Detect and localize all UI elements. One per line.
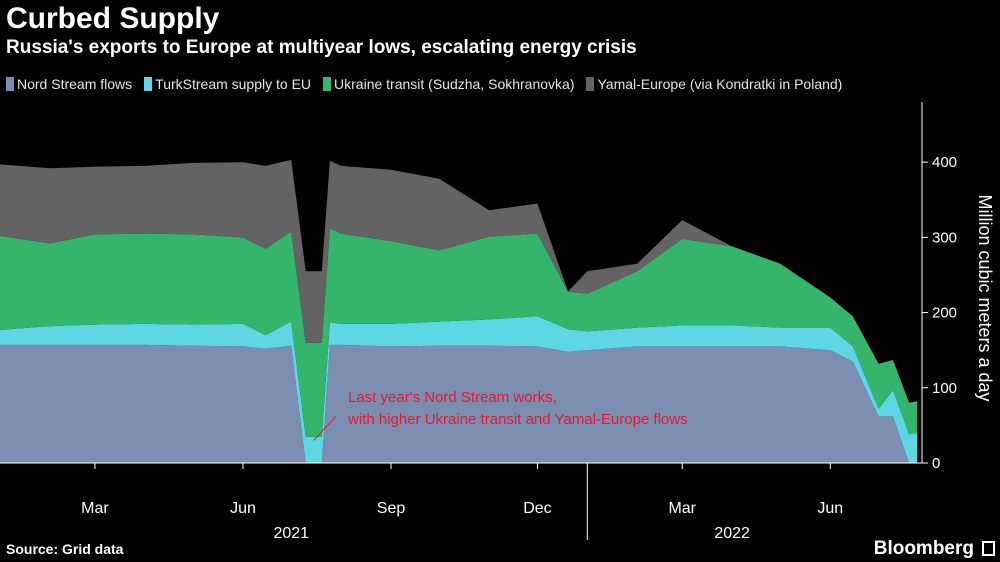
legend-item-yamal: Yamal-Europe (via Kondratki in Poland) — [586, 76, 842, 92]
legend-label-turkstream: TurkStream supply to EU — [155, 76, 312, 92]
y-tick-label-0: 0 — [932, 455, 940, 472]
legend-swatch-turkstream — [144, 77, 153, 91]
bloomberg-mark-icon — [982, 541, 995, 556]
x-tick-label-1: Jun — [230, 500, 256, 517]
legend-label-nord-stream: Nord Stream flows — [17, 76, 133, 92]
y-axis-title: Million cubic meters a day — [975, 194, 995, 401]
annotation-line-2: with higher Ukraine transit and Yamal-Eu… — [347, 411, 688, 428]
x-tick-label-4: Mar — [668, 500, 696, 517]
y-tick-label-200: 200 — [932, 305, 957, 322]
y-tick-label-400: 400 — [932, 154, 957, 171]
chart-subtitle: Russia's exports to Europe at multiyear … — [6, 37, 637, 58]
y-tick-label-100: 100 — [932, 380, 957, 397]
x-tick-label-2: Sep — [377, 500, 406, 517]
area-ukraine — [0, 228, 918, 437]
area-nord-stream — [0, 344, 918, 463]
annotation-line-1: Last year's Nord Stream works, — [348, 389, 557, 406]
y-tick-label-300: 300 — [932, 229, 957, 246]
source-note: Source: Grid data — [6, 541, 124, 557]
legend-label-yamal: Yamal-Europe (via Kondratki in Poland) — [597, 76, 843, 92]
legend-label-ukraine: Ukraine transit (Sudzha, Sokhranovka) — [334, 76, 575, 92]
year-label-2022: 2022 — [714, 525, 750, 542]
x-tick-label-5: Jun — [817, 500, 843, 517]
legend-item-nord-stream: Nord Stream flows — [6, 76, 132, 92]
legend-item-ukraine: Ukraine transit (Sudzha, Sokhranovka) — [323, 76, 574, 92]
area-yamal — [0, 159, 918, 403]
legend-swatch-yamal — [586, 77, 595, 91]
chart-title: Curbed Supply — [6, 2, 220, 35]
x-tick-label-0: Mar — [81, 500, 109, 517]
legend-swatch-nord-stream — [6, 77, 14, 91]
legend-item-turkstream: TurkStream supply to EU — [144, 76, 311, 92]
year-label-2021: 2021 — [273, 525, 309, 542]
legend: Nord Stream flows TurkStream supply to E… — [6, 76, 842, 92]
x-tick-label-3: Dec — [523, 500, 551, 517]
bloomberg-logo: Bloomberg — [873, 538, 974, 559]
area-turkstream — [0, 316, 918, 463]
annotation-leader — [313, 416, 337, 441]
legend-swatch-ukraine — [323, 77, 332, 91]
